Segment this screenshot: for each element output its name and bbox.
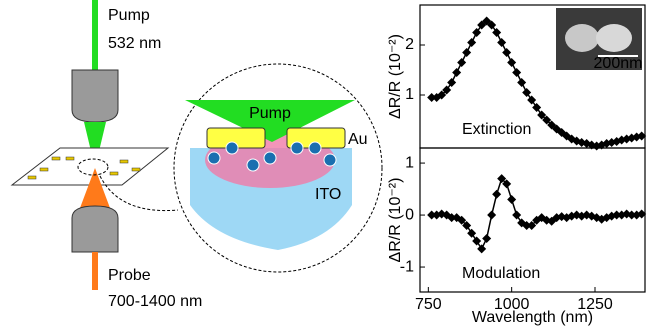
probe-wavelength: 700-1400 nm	[108, 293, 202, 310]
data-point	[522, 88, 532, 97]
gold-label: Au	[348, 131, 368, 148]
y-tick-label: 1	[405, 154, 414, 171]
data-point	[497, 38, 507, 47]
data-point	[542, 115, 552, 125]
probe-label: Probe	[108, 267, 151, 284]
data-point	[467, 228, 477, 238]
data-point	[517, 78, 527, 87]
y-tick-label: 1	[405, 86, 414, 103]
data-point	[442, 85, 452, 95]
substrate-label: ITO	[315, 186, 341, 203]
pump-cone	[84, 122, 106, 168]
sem-particle	[596, 24, 632, 52]
sem-inset: 200nm	[556, 8, 642, 72]
data-point	[472, 28, 482, 37]
data-point	[522, 220, 532, 230]
data-point	[502, 179, 512, 189]
data-point	[527, 220, 537, 230]
data-point	[487, 20, 497, 30]
data-point	[462, 220, 472, 230]
data-point	[637, 131, 647, 141]
data-point	[527, 95, 537, 105]
probe-cone	[80, 168, 110, 208]
data-point	[457, 215, 467, 225]
y-axis-label: ΔR/R (10⁻²)	[387, 34, 404, 119]
pump-wavelength: 532 nm	[108, 35, 161, 52]
x-axis-label: Wavelength (nm)	[472, 309, 593, 326]
data-point	[427, 210, 437, 220]
data-point	[637, 209, 647, 219]
data-point	[537, 110, 547, 120]
data-point	[482, 233, 492, 243]
data-point	[507, 58, 517, 67]
y-tick-label: -1	[400, 258, 414, 275]
data-point	[472, 236, 482, 246]
pump-label: Pump	[108, 7, 150, 24]
panel-annotation: Modulation	[462, 265, 540, 282]
x-tick-label: 750	[415, 296, 442, 313]
data-point	[627, 210, 637, 220]
data-point	[492, 189, 502, 199]
data-point	[512, 68, 522, 77]
data-point	[467, 38, 477, 47]
data-point	[492, 28, 502, 37]
data-point	[427, 93, 437, 102]
inset-pump-label: Pump	[249, 105, 291, 122]
sample-plane	[10, 147, 170, 186]
y-axis-label: ΔR/R (10⁻²)	[387, 178, 404, 263]
y-tick-label: 0	[405, 206, 414, 223]
plot-frame	[419, 147, 646, 293]
data-point	[447, 213, 457, 223]
electrons	[207, 141, 337, 172]
data-point	[447, 78, 457, 87]
data-point	[437, 90, 447, 100]
data-point	[502, 48, 512, 57]
pump-spot	[185, 100, 355, 142]
data-point	[452, 68, 462, 77]
data-point	[462, 48, 472, 57]
data-point	[477, 244, 487, 254]
y-tick-label: 2	[405, 36, 414, 53]
x-tick-label: 1000	[494, 296, 530, 313]
focus-marker	[77, 158, 109, 176]
panel-annotation: Extinction	[462, 121, 531, 138]
data-point	[457, 58, 467, 67]
data-point	[612, 210, 622, 220]
scale-bar-label: 200nm	[594, 55, 643, 72]
x-tick-label: 1250	[577, 296, 613, 313]
data-point	[532, 103, 542, 112]
objective-top	[71, 69, 119, 123]
objective-bottom	[71, 205, 119, 253]
setup-diagram: Pump 532 nm Probe 700-1400 nm Pump Au IT…	[10, 0, 383, 310]
sem-particle	[565, 24, 599, 52]
data-point	[512, 210, 522, 220]
data-point	[487, 210, 497, 220]
particles	[27, 156, 141, 180]
data-point	[497, 174, 507, 184]
zoom-arrow	[99, 175, 179, 212]
data-point	[507, 194, 517, 204]
